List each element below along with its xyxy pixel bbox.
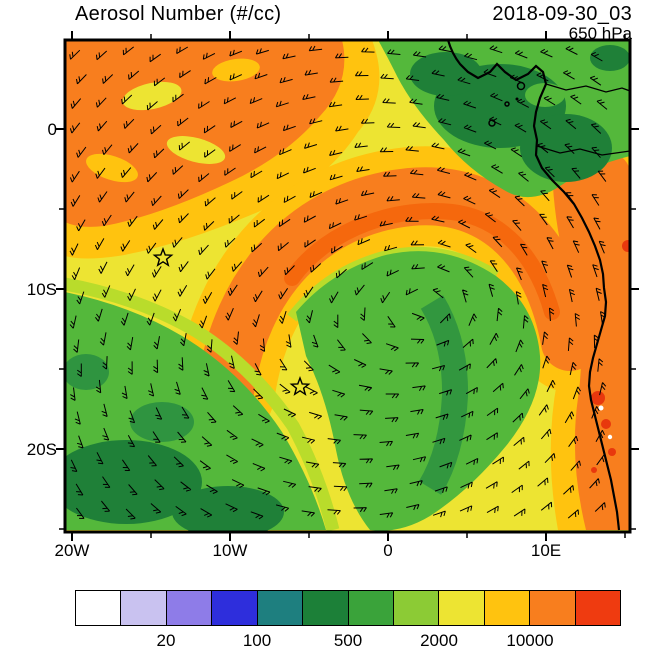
colorbar-cell [484, 591, 531, 625]
wind-barbs [69, 45, 608, 520]
lat-tick-label-20s: 20S [26, 440, 57, 459]
colorbar-label-20: 20 [156, 631, 176, 650]
colorbar-cell [166, 591, 213, 625]
colorbar-cell [257, 591, 304, 625]
colorbar-cell [212, 591, 258, 625]
colorbar-label-10000: 10000 [506, 631, 554, 650]
star-marker-1 [152, 246, 174, 267]
colorbar [75, 590, 621, 626]
colorbar-label-100: 100 [242, 631, 272, 650]
colorbar-cell [575, 591, 621, 625]
valid-time-label: 2018-09-30_03 [492, 3, 632, 25]
island-sao-tome [488, 119, 496, 127]
coastline [446, 40, 630, 531]
colorbar-cell [76, 591, 122, 625]
colorbar-cell [121, 591, 167, 625]
star-marker-2 [289, 375, 311, 396]
pressure-level-label: 650 hPa [568, 24, 632, 43]
lon-tick-label-20w: 20W [54, 541, 90, 560]
lat-tick-label-10s: 10S [26, 280, 57, 299]
colorbar-cell [303, 591, 349, 625]
island-principe [504, 101, 510, 107]
lat-tick-label-0: 0 [47, 120, 57, 139]
country-border [545, 83, 630, 93]
lon-tick-label-10e: 10E [530, 541, 562, 560]
plot-frame [63, 38, 632, 534]
country-border [536, 145, 630, 156]
lon-tick-label-10w: 10W [212, 541, 248, 560]
colorbar-cell [348, 591, 394, 625]
colorbar-cell [439, 591, 485, 625]
map-field [65, 40, 630, 532]
colorbar-cell [393, 591, 440, 625]
colorbar-cell [530, 591, 576, 625]
plot-title: Aerosol Number (#/cc) [75, 3, 282, 25]
colorbar-label-500: 500 [333, 631, 363, 650]
lon-tick-label-0: 0 [383, 541, 393, 560]
colorbar-label-2000: 2000 [420, 631, 458, 650]
island-bioko [516, 81, 526, 91]
